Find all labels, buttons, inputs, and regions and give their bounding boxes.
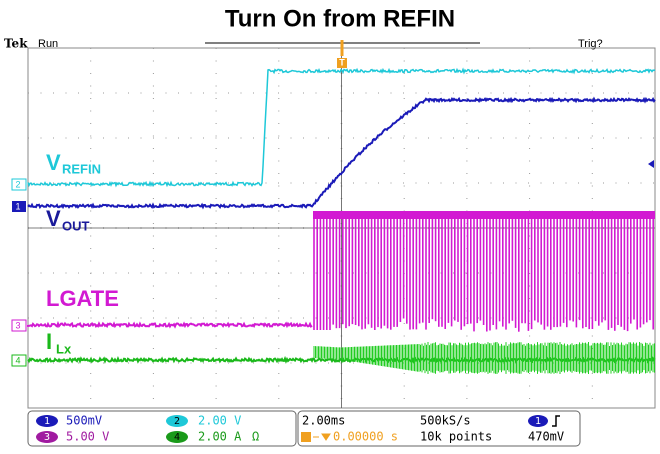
position-arrow [313, 433, 331, 441]
time-scale: 2.00ms [302, 414, 345, 428]
ch1-badge [36, 415, 58, 427]
trigger-marker-label: T [339, 57, 345, 67]
trigger-source-badge [528, 415, 548, 427]
vout-label: V [46, 206, 61, 231]
lgate-label: LGATE [46, 286, 119, 311]
ch4-badge [166, 431, 188, 443]
ch3-badge [36, 431, 58, 443]
ch1-marker [12, 201, 26, 212]
vout-sub: OUT [62, 218, 90, 233]
run-status: Run [38, 38, 58, 50]
ch1-scale: 500mV [66, 414, 102, 428]
trigger-marker [337, 58, 347, 68]
position-icon [301, 432, 311, 442]
vrefin-trace [27, 67, 656, 188]
record-length: 10k points [420, 430, 492, 444]
vrefin-label: V [46, 150, 61, 175]
ch3-badge-label: 3 [44, 432, 50, 443]
trigger-source: 1 [535, 416, 541, 427]
ch4-scale: 2.00 A [198, 430, 242, 444]
level-marker [648, 160, 654, 168]
lgate-trace [27, 320, 313, 329]
ch2-marker [11, 178, 27, 191]
ch3-marker-label: 3 [15, 320, 20, 330]
ch1-marker-label: 1 [15, 201, 20, 211]
ch4-coupling: Ω [252, 430, 259, 444]
rising-edge-icon [552, 415, 560, 427]
ch4-marker-label: 4 [15, 355, 20, 365]
timebase-panel [297, 410, 581, 447]
ch3-marker [11, 319, 27, 332]
ch4-marker [11, 354, 27, 367]
ch2-badge [166, 415, 188, 427]
vout-trace [27, 96, 656, 210]
time-position: 0.00000 s [333, 430, 398, 444]
waveforms [27, 67, 656, 374]
ch2-marker-label: 2 [15, 179, 20, 189]
channel-panel [27, 410, 297, 447]
trigger-status: Trig? [578, 38, 603, 50]
trigger-level: 470mV [528, 430, 564, 444]
ilx-sub: Lx [56, 341, 72, 356]
brand: Tek [4, 37, 28, 51]
vrefin-sub: REFIN [62, 161, 101, 176]
ch4-badge-label: 4 [174, 432, 180, 443]
channel-markers: 2 1 3 4 [11, 160, 654, 367]
ch3-scale: 5.00 V [66, 430, 109, 444]
ch1-badge-label: 1 [44, 416, 50, 427]
ilx-label: I [46, 329, 52, 354]
sample-rate: 500kS/s [420, 414, 471, 428]
ch2-scale: 2.00 V [198, 414, 241, 428]
ch2-badge-label: 2 [174, 416, 180, 427]
title: Turn On from REFIN [225, 5, 455, 32]
